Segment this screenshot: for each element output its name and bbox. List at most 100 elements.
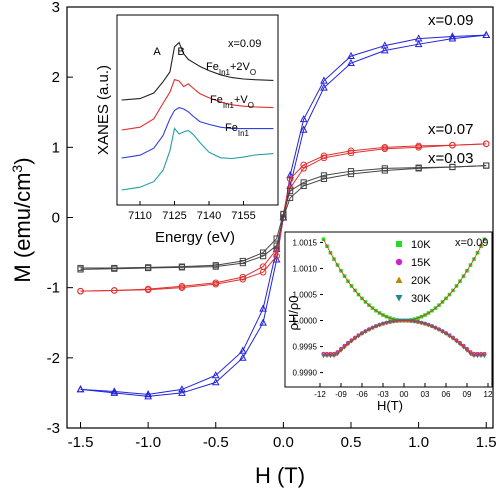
mr-x-tick-label: 12 — [484, 390, 493, 399]
data-point — [76, 385, 85, 393]
data-point — [300, 165, 307, 172]
data-point — [300, 161, 307, 169]
data-point — [273, 235, 280, 242]
data-point — [320, 83, 328, 91]
mr-x-tick-label: -09 — [335, 390, 347, 399]
branch-up-line — [80, 165, 487, 269]
annotation-x003: x=0.03 — [428, 150, 473, 167]
xanes-label-x009: x=0.09 — [228, 38, 261, 50]
data-point — [145, 264, 152, 272]
data-point — [320, 172, 328, 179]
data-point — [77, 266, 84, 273]
x-tick-label: -0.5 — [203, 434, 229, 451]
data-point — [273, 252, 280, 260]
data-point — [178, 284, 186, 291]
mr-y-tick-label: 1.0015 — [293, 238, 318, 247]
data-point — [449, 163, 456, 171]
data-point — [212, 280, 220, 288]
data-point — [273, 242, 280, 249]
mr-x-tick-label: 09 — [463, 390, 472, 399]
xanes-inset-frame — [116, 14, 279, 206]
xanes-x-tick-label: 7140 — [197, 210, 221, 222]
xanes-series-group — [121, 41, 274, 191]
data-point — [448, 34, 457, 42]
mr-legend: 10K 15K 20K 30K — [395, 239, 431, 305]
y-tick-label: 3 — [52, 0, 60, 16]
data-point — [259, 318, 267, 326]
data-point — [239, 275, 247, 283]
mr-y-ticks: 1.0015 1.0010 1.0005 1.0000 0.9995 0.9990 — [293, 238, 323, 378]
data-point — [110, 387, 119, 395]
data-point — [381, 145, 389, 153]
data-point — [286, 171, 294, 179]
x-tick-label: 0.5 — [341, 434, 362, 451]
legend-marker — [395, 295, 403, 302]
x-tick-label: -1.5 — [68, 434, 94, 451]
data-point — [211, 378, 220, 386]
data-point — [320, 152, 328, 160]
legend-marker — [396, 241, 402, 247]
y-tick-label: -2 — [47, 350, 60, 367]
data-point — [482, 30, 491, 38]
data-point — [273, 245, 280, 253]
data-point — [178, 388, 186, 396]
data-point — [320, 76, 328, 84]
xanes-curve — [121, 127, 274, 191]
data-point — [482, 140, 490, 148]
mr-x-tick-label: -03 — [377, 390, 389, 399]
data-point — [347, 170, 355, 178]
xanes-x-ticks: 7110 7125 7140 7155 — [128, 201, 256, 222]
x-axis-title: H (T) — [255, 463, 305, 488]
mr-y-tick-label: 0.9995 — [293, 343, 318, 352]
legend-marker — [395, 276, 403, 283]
data-point — [178, 385, 186, 393]
data-point — [320, 154, 328, 162]
data-point — [287, 187, 294, 194]
mr-y-axis-title: ρH/ρ0 — [286, 295, 301, 330]
data-point — [347, 149, 355, 157]
data-point — [448, 32, 457, 40]
data-point — [238, 346, 247, 354]
data-point — [286, 175, 294, 183]
data-point — [299, 115, 308, 123]
xanes-x-tick-label: 7155 — [231, 210, 255, 222]
y-tick-label: 0 — [52, 210, 60, 227]
xanes-label-fe: FeIn1 — [225, 122, 250, 138]
mr-y-tick-label: 1.0005 — [293, 290, 318, 299]
data-point — [111, 287, 118, 294]
data-point — [239, 273, 247, 281]
y-tick-label: 2 — [52, 69, 60, 86]
mr-series-group — [321, 237, 487, 359]
xanes-x-axis-title: Energy (eV) — [155, 229, 235, 246]
data-point — [300, 182, 307, 190]
mr-x-tick-label: -12 — [314, 390, 326, 399]
data-point — [483, 162, 490, 169]
y-tick-label: 1 — [52, 139, 60, 156]
branch-down-line — [80, 165, 487, 270]
xanes-curve — [121, 107, 274, 159]
mr-x-tick-label: 06 — [442, 390, 451, 399]
data-point — [259, 252, 267, 260]
data-point — [320, 175, 328, 183]
main-y-ticks: -3 -2 -1 0 1 2 3 — [47, 0, 73, 437]
peak-label-b: B — [177, 46, 184, 58]
magnetoresistance-inset: -12 -09 -06 -03 00 03 06 09 12 1.0015 1.0010 1.000… — [284, 231, 493, 413]
legend-label: 10K — [411, 239, 431, 251]
data-point — [347, 51, 355, 60]
data-point — [300, 179, 307, 186]
data-point — [144, 286, 152, 294]
data-point — [238, 353, 247, 361]
data-point — [415, 165, 422, 172]
x-tick-label: 0.0 — [273, 434, 294, 451]
data-point — [212, 263, 219, 270]
data-point — [381, 167, 388, 174]
xanes-label-fe-vo: FeIn1+VO — [210, 94, 254, 110]
x-tick-label: 1.0 — [408, 434, 429, 451]
data-point — [178, 264, 186, 271]
mr-x-tick-label: -06 — [356, 390, 368, 399]
data-point — [259, 304, 267, 312]
data-point — [110, 388, 119, 396]
mr-y-tick-label: 1.0010 — [293, 264, 318, 273]
